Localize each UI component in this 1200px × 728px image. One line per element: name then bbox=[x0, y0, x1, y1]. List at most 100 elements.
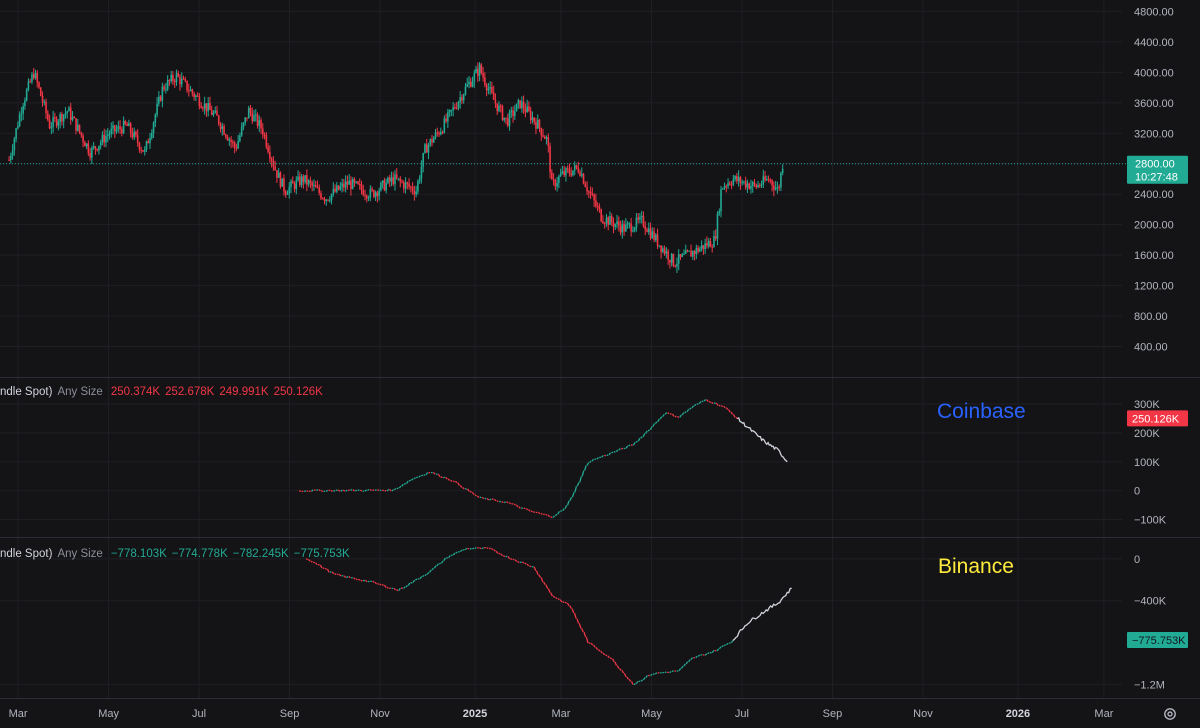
candle-body bbox=[336, 185, 338, 192]
candle-body bbox=[269, 152, 271, 159]
coinbase-series-segment bbox=[645, 430, 648, 434]
binance-series-segment bbox=[393, 587, 396, 591]
coinbase-series-segment bbox=[557, 510, 560, 515]
candle-body bbox=[316, 187, 319, 189]
candle-body bbox=[129, 123, 132, 133]
candle-body bbox=[776, 187, 779, 189]
time-axis-label: 2026 bbox=[1006, 708, 1030, 720]
coinbase-series-segment bbox=[677, 416, 680, 418]
candle-body bbox=[517, 100, 520, 104]
binance-series-segment bbox=[690, 657, 694, 661]
candle-body bbox=[676, 263, 678, 267]
candle-body bbox=[526, 106, 528, 113]
candle-body bbox=[163, 86, 165, 90]
coinbase-series-segment bbox=[659, 416, 663, 420]
candle-body bbox=[603, 223, 606, 225]
candle-body bbox=[20, 113, 23, 115]
binance-series-segment bbox=[436, 563, 439, 567]
candle-body bbox=[113, 125, 116, 132]
binance-series-segment bbox=[616, 665, 620, 669]
coinbase-series-line bbox=[737, 417, 788, 463]
candle-body bbox=[533, 117, 536, 123]
candle-body bbox=[52, 117, 54, 128]
binance-legend-name: ndle Spot) bbox=[0, 548, 53, 560]
candle-body bbox=[385, 183, 387, 191]
binance-series-segment bbox=[611, 658, 615, 663]
binance-series-segment bbox=[464, 547, 468, 551]
time-axis-label: 2025 bbox=[463, 708, 487, 720]
binance-series-segment bbox=[621, 670, 625, 674]
candle-body bbox=[94, 146, 97, 149]
coinbase-series-segment bbox=[523, 507, 526, 510]
coinbase-series-segment bbox=[454, 480, 458, 484]
candle-body bbox=[781, 168, 784, 173]
candle-body bbox=[373, 190, 375, 197]
candle-body bbox=[679, 254, 682, 257]
candle-body bbox=[514, 111, 516, 116]
binance-series-segment bbox=[403, 586, 406, 589]
candle-body bbox=[309, 180, 312, 183]
binance-series-segment bbox=[590, 642, 594, 646]
candle-body bbox=[506, 118, 509, 126]
binance-series-segment bbox=[424, 573, 427, 577]
candle-body bbox=[521, 101, 523, 108]
candle-body bbox=[480, 64, 483, 74]
candle-body bbox=[640, 215, 643, 217]
candle-body bbox=[720, 189, 722, 212]
candle-body bbox=[348, 180, 350, 185]
candle-body bbox=[304, 175, 306, 183]
time-axis-label: Mar bbox=[552, 708, 571, 720]
candle-body bbox=[381, 180, 384, 183]
coinbase-series-segment bbox=[576, 482, 580, 487]
time-axis-label: Sep bbox=[280, 708, 300, 720]
binance-series-segment bbox=[533, 566, 537, 571]
binance-series-segment bbox=[398, 587, 401, 592]
binance-series-segment bbox=[474, 547, 477, 550]
candle-body bbox=[48, 119, 51, 129]
candle-body bbox=[625, 224, 627, 232]
candle-body bbox=[769, 180, 772, 182]
candle-body bbox=[143, 149, 146, 152]
binance-series-segment bbox=[362, 579, 365, 582]
binance-series-segment bbox=[343, 575, 347, 578]
coinbase-series-segment bbox=[584, 465, 587, 471]
candle-body bbox=[651, 231, 654, 239]
candle-body bbox=[390, 177, 393, 182]
candle-body bbox=[124, 120, 127, 125]
candle-body bbox=[68, 107, 70, 112]
candle-body bbox=[424, 144, 426, 153]
candle-body bbox=[484, 77, 486, 85]
candle-body bbox=[189, 89, 192, 92]
candle-body bbox=[112, 125, 114, 129]
candle-body bbox=[25, 89, 28, 101]
candle-body bbox=[577, 167, 580, 172]
candle-body bbox=[325, 199, 328, 202]
coinbase-series-segment bbox=[564, 504, 568, 509]
candle-body bbox=[103, 134, 106, 143]
candle-body bbox=[186, 80, 188, 91]
coinbase-series-segment bbox=[418, 475, 421, 478]
candle-body bbox=[233, 142, 236, 148]
candle-body bbox=[588, 191, 590, 193]
binance-series-segment bbox=[422, 575, 425, 578]
binance-series-segment bbox=[486, 547, 489, 549]
candle-body bbox=[582, 174, 585, 184]
price-tick-label: 800.00 bbox=[1134, 311, 1168, 323]
candle-body bbox=[528, 106, 530, 111]
candle-body bbox=[510, 110, 513, 113]
coinbase-series-segment bbox=[652, 423, 656, 427]
coinbase-series-segment bbox=[506, 501, 509, 504]
candle-body bbox=[563, 171, 565, 176]
candle-body bbox=[138, 142, 141, 150]
candle-body bbox=[392, 177, 395, 185]
coinbase-series-segment bbox=[725, 407, 729, 410]
candle-body bbox=[658, 245, 661, 247]
candle-body bbox=[468, 81, 470, 85]
candle-body bbox=[639, 216, 641, 220]
settings-button[interactable] bbox=[1162, 706, 1178, 722]
candle-body bbox=[702, 245, 705, 250]
candle-body bbox=[223, 126, 225, 135]
binance-label: Binance bbox=[938, 555, 1014, 578]
binance-series-segment bbox=[322, 567, 325, 570]
